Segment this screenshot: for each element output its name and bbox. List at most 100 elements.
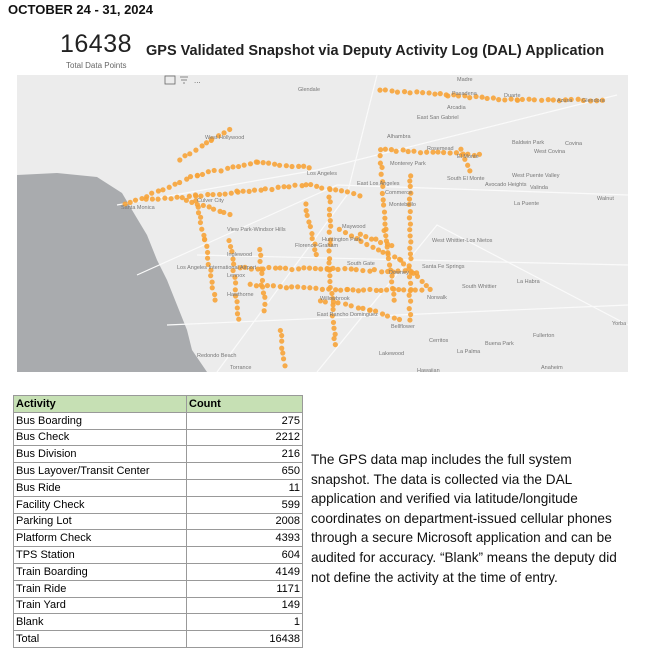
count-cell: 216 [186,445,303,464]
gps-point [407,251,414,257]
gps-point [240,188,246,194]
gps-point [476,151,483,157]
gps-point [257,246,263,253]
gps-point [408,239,414,245]
gps-point [348,303,354,309]
gps-point [326,194,332,200]
gps-point [162,195,168,201]
activity-cell: Bus Ride [13,478,187,497]
place-label: Valinda [530,185,549,191]
gps-point [281,184,287,190]
gps-point [272,265,279,271]
gps-point [467,168,473,174]
gps-point [226,237,232,244]
gps-point [314,183,320,189]
gps-point [308,181,314,188]
map-labels: Madre Pasadena Duarte Azusa Glendora Glendale… [121,77,628,372]
gps-point [380,249,386,255]
gps-point [260,160,266,166]
gps-point [199,226,205,232]
gps-point [391,297,397,303]
place-label: Lakewood [379,351,404,357]
gps-point [382,215,388,221]
activity-cell: Parking Lot [13,512,187,531]
gps-point [258,266,264,272]
place-label: Covina [565,141,583,147]
gps-point [326,185,333,192]
gps-point [327,217,333,224]
count-cell: 149 [186,596,303,615]
gps-point [208,267,214,273]
table-header: Activity Count [13,395,303,413]
gps-point [335,266,341,272]
gps-point [408,255,414,262]
gps-point [318,266,324,272]
gps-point [295,284,301,290]
gps-point [303,201,309,207]
gps-point [388,147,395,153]
gps-point [396,256,403,262]
place-label: West Whittier-Los Nietos [432,238,493,244]
gps-point [385,251,391,257]
gps-point [407,178,413,184]
place-label: Walnut [597,196,614,202]
gps-point [342,229,349,236]
table-row: Blank 1 [13,613,303,632]
place-label: Santa Monica [121,205,156,211]
gps-point [326,260,332,266]
gps-point [360,305,366,311]
gps-point [301,163,307,169]
gps-point [377,87,383,93]
gps-point [350,287,356,293]
gps-point [186,193,192,199]
place-label: Hawthorne [227,292,254,298]
gps-point [367,286,373,293]
activity-cell: Bus Boarding [13,411,187,430]
gps-point [235,163,242,170]
gps-point [212,291,218,298]
gps-point [406,274,413,280]
table-row: Bus Layover/Transit Center 650 [13,462,303,480]
gps-point [306,265,313,271]
gps-point [232,293,239,299]
gps-point [545,97,551,103]
gps-point [201,232,207,238]
gps-point [155,196,161,202]
gps-point [230,164,236,170]
map-toolbar[interactable]: ... [164,75,201,85]
gps-point [259,284,266,290]
gps-point [441,149,447,156]
gps-point [408,190,414,196]
gps-point [465,151,471,157]
gps-point [580,97,586,104]
gps-point [392,254,398,260]
gps-point [333,187,339,193]
gps-point [379,179,386,185]
place-label: Rosemead [427,146,454,152]
place-label: Redondo Beach [197,353,236,359]
activity-cell: Total [13,630,187,648]
gps-point [379,269,385,275]
gps-point [277,327,283,334]
gps-point [208,273,214,279]
gps-point [539,97,545,103]
gps-point [277,265,283,271]
gps-point [587,98,594,104]
gps-point [412,287,418,293]
place-label: East San Gabriel [417,115,459,121]
place-label: Pasadena [452,91,478,97]
count-cell: 4393 [186,529,303,548]
place-label: West Hollywood [205,135,244,141]
activity-cell: Train Ride [13,579,187,598]
gps-point [327,241,333,248]
gps-point [330,299,337,305]
activity-table: Activity Count Bus Boarding 275 Bus Check 2… [13,395,303,648]
table-row: Train Yard 149 [13,596,303,615]
gps-point [435,149,441,155]
gps-point [307,285,313,291]
gps-point [599,97,606,103]
gps-point [262,301,268,307]
place-label: Downey [389,270,409,276]
gps-point [221,130,227,136]
